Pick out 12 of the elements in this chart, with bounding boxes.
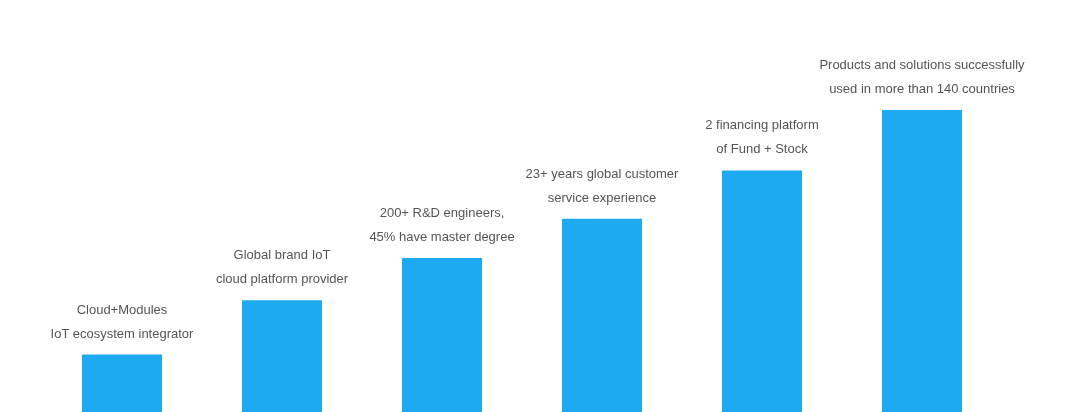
bar: [562, 218, 642, 412]
x-tick-label: 2 financing platform of Fund + Stock: [705, 117, 819, 157]
x-tick-label: Cloud+Modules IoT ecosystem integrator: [50, 301, 195, 341]
bar: [882, 110, 962, 412]
x-tick-label: 23+ years global customer service experience: [525, 165, 680, 205]
x-tick-label: Products and solutions successfully used in more than 140 countries: [819, 57, 1026, 96]
bar: [82, 354, 162, 412]
bar: [722, 170, 802, 412]
x-tick-label: 200+ R&D engineers, 45% have master degree: [369, 204, 515, 244]
bar: [402, 257, 482, 412]
bar: [242, 300, 322, 412]
x-tick-label: Global brand IoT cloud platform provider: [215, 247, 349, 287]
